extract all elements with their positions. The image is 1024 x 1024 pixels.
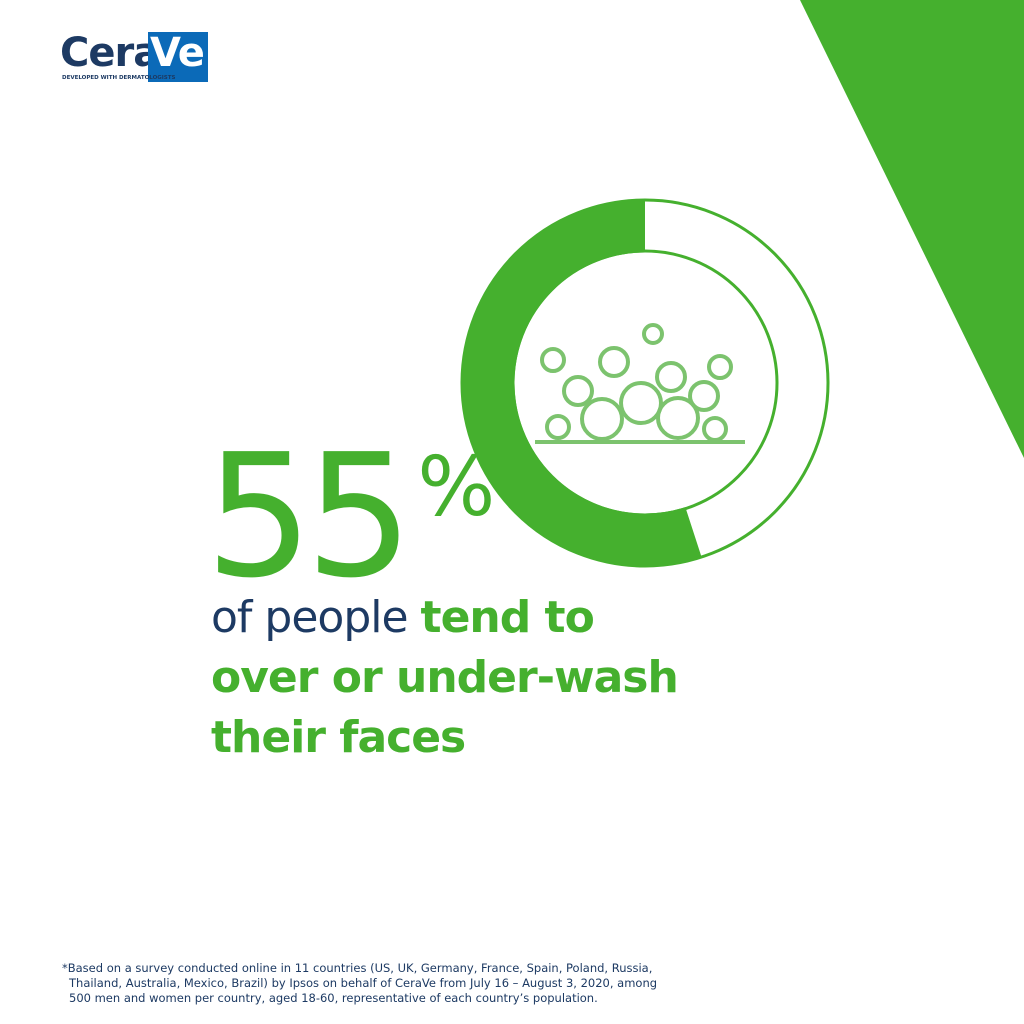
logo-tagline: DEVELOPED WITH DERMATOLOGISTS [62, 75, 176, 81]
footnote-line: *Based on a survey conducted online in 1… [62, 961, 653, 975]
logo-box [148, 32, 208, 82]
footnote-line: 500 men and women per country, aged 18-6… [69, 991, 598, 1005]
caption: of people tend to over or under-wash the… [211, 588, 701, 768]
donut-segment [461, 199, 702, 567]
logo-name-box: Ve [150, 30, 204, 76]
logo-name: Cera [60, 30, 159, 76]
caption-emphasis: tend to over or under-wash their faces [211, 592, 679, 763]
footnote: *Based on a survey conducted online in 1… [62, 961, 657, 1006]
value-label: 55% [205, 418, 495, 616]
footnote-line: Thailand, Australia, Mexico, Brazil) by … [69, 976, 658, 990]
caption-lead: of people [211, 592, 409, 643]
bubbles-icon [535, 323, 745, 444]
corner-triangle [800, 0, 1024, 458]
